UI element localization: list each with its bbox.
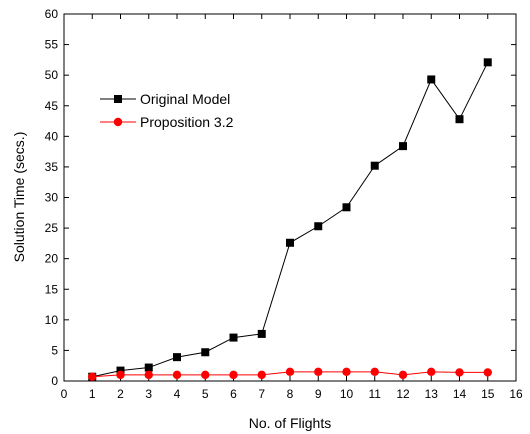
- data-point-proposition-3-2: [342, 367, 351, 377]
- x-tick-label: 12: [396, 387, 410, 401]
- data-point-original-model: [257, 329, 266, 338]
- y-tick-label: 50: [45, 68, 59, 82]
- legend-label-original-model: Original Model: [140, 91, 230, 107]
- x-tick-label: 6: [230, 387, 237, 401]
- data-point-proposition-3-2: [455, 368, 464, 377]
- x-tick-label: 3: [145, 387, 152, 401]
- x-tick-label: 4: [174, 387, 181, 401]
- data-point-proposition-3-2: [201, 370, 210, 380]
- data-point-proposition-3-2: [483, 368, 492, 377]
- x-tick-label: 7: [258, 387, 265, 401]
- data-point-original-model: [314, 222, 323, 231]
- series-layer: [88, 58, 492, 381]
- data-point-proposition-3-2: [427, 367, 436, 377]
- data-point-original-model: [370, 161, 379, 170]
- x-tick-label: 0: [61, 387, 68, 401]
- data-point-proposition-3-2: [116, 370, 125, 380]
- data-point-original-model: [201, 348, 210, 357]
- data-point-original-model: [229, 333, 238, 342]
- x-tick-label: 15: [481, 387, 495, 401]
- y-tick-label: 35: [45, 160, 59, 174]
- data-point-proposition-3-2: [88, 372, 97, 381]
- data-point-proposition-3-2: [257, 370, 266, 380]
- y-tick-label: 45: [45, 99, 59, 113]
- y-tick-label: 55: [45, 38, 59, 52]
- data-point-proposition-3-2: [285, 367, 295, 377]
- x-tick-label: 9: [315, 387, 322, 401]
- data-point-original-model: [116, 366, 125, 375]
- data-point-proposition-3-2: [229, 370, 238, 380]
- y-tick-label: 60: [45, 7, 59, 21]
- legend: Original Model Proposition 3.2: [100, 91, 234, 130]
- data-point-proposition-3-2: [314, 367, 323, 377]
- data-point-original-model: [286, 238, 294, 247]
- data-point-original-model: [427, 75, 436, 84]
- x-tick-label: 8: [287, 387, 294, 401]
- y-tick-label: 10: [45, 313, 59, 327]
- legend-item-original-model: Original Model: [100, 91, 230, 107]
- y-tick-label: 5: [51, 343, 58, 357]
- data-point-original-model: [173, 353, 181, 362]
- x-axis-title: No. of Flights: [249, 415, 331, 431]
- x-tick-label: 13: [425, 387, 439, 401]
- data-point-original-model: [399, 142, 407, 151]
- x-axis: 0 1 2 3 4 5 6 7 8 9 10 11 12 13 14 15 16: [61, 14, 523, 401]
- data-point-original-model: [144, 363, 153, 372]
- y-tick-label: 15: [45, 282, 59, 296]
- y-axis: 0 5 10 15 20 25 30 35 40 45 50 55 60: [45, 7, 516, 388]
- y-tick-label: 30: [45, 191, 59, 205]
- x-tick-label: 11: [369, 387, 382, 401]
- x-tick-label: 14: [453, 387, 467, 401]
- data-point-proposition-3-2: [172, 370, 182, 380]
- legend-label-proposition: Proposition 3.2: [140, 114, 234, 130]
- data-point-original-model: [455, 115, 464, 124]
- y-axis-title: Solution Time (secs.): [11, 132, 27, 263]
- x-tick-label: 10: [340, 387, 354, 401]
- y-tick-label: 0: [51, 374, 58, 388]
- data-point-original-model: [342, 203, 351, 212]
- data-point-proposition-3-2: [370, 367, 379, 377]
- legend-marker-square: [114, 95, 122, 103]
- legend-item-proposition: Proposition 3.2: [100, 114, 234, 130]
- x-tick-label: 2: [117, 387, 124, 401]
- y-tick-label: 40: [45, 129, 59, 143]
- x-tick-label: 1: [89, 387, 96, 401]
- y-tick-label: 25: [45, 221, 59, 235]
- x-tick-label: 5: [202, 387, 209, 401]
- x-tick-label: 16: [509, 387, 523, 401]
- data-point-original-model: [483, 58, 492, 67]
- y-tick-label: 20: [45, 252, 59, 266]
- data-point-proposition-3-2: [144, 370, 153, 380]
- legend-marker-circle: [113, 117, 123, 127]
- data-point-proposition-3-2: [398, 370, 408, 380]
